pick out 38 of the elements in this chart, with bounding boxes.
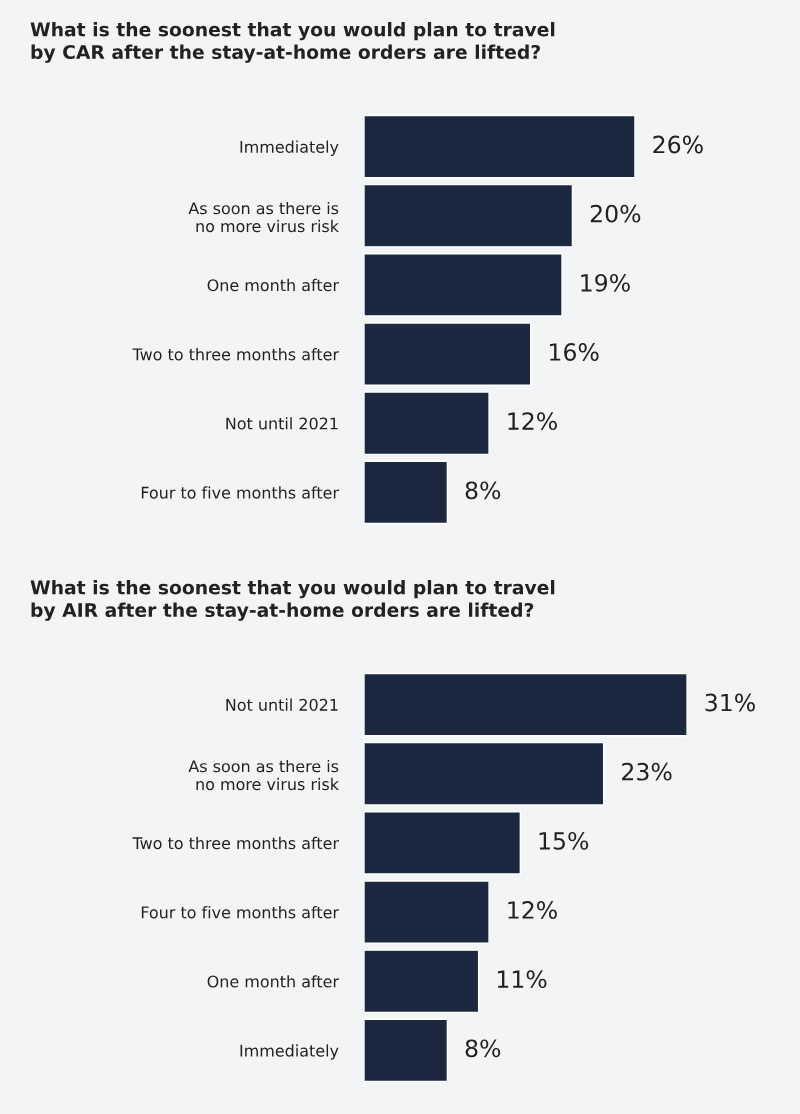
data-label: 8% [465,1039,501,1058]
bar [364,811,522,875]
bar [364,741,605,806]
bar [364,114,636,179]
data-label: 31% [705,693,755,712]
chart-title: What is the soonest that you would plan to travel by AIR after the stay-at-home orders are lifted? [30,580,555,621]
bar [364,1018,449,1083]
y-tick-label: As soon as there is no more virus risk [188,201,339,233]
data-label: 8% [465,481,501,500]
y-tick-label: Four to five months after [141,906,340,919]
data-label: 19% [581,273,630,292]
bar [364,949,480,1014]
y-tick-label: Not until 2021 [226,417,338,430]
y-tick-label: One month after [207,975,339,988]
bar [364,672,688,737]
data-label: 20% [590,204,641,223]
y-tick-label: As soon as there is no more virus risk [188,759,339,791]
y-tick-label: Two to three months after [132,348,340,361]
bar [364,322,532,386]
y-tick-label: Immediately [240,1044,339,1060]
bar [364,183,574,248]
y-tick-label: Two to three months after [132,836,340,850]
bar [364,253,563,317]
bar [364,460,449,525]
data-label: 26% [653,135,703,154]
data-label: 23% [622,762,672,781]
data-label: 12% [508,901,557,919]
chart-title: What is the soonest that you would plan to travel by CAR after the stay-at-home orders are lifted? [30,22,555,63]
bar [364,391,490,456]
y-tick-label: Not until 2021 [226,698,338,711]
data-label: 16% [550,343,599,361]
y-tick-label: Immediately [240,140,339,156]
data-label: 11% [497,970,547,989]
y-tick-label: One month after [207,278,339,292]
data-label: 12% [508,412,557,431]
y-tick-label: Four to five months after [141,486,340,499]
bar [364,880,490,944]
data-label: 15% [539,831,589,850]
